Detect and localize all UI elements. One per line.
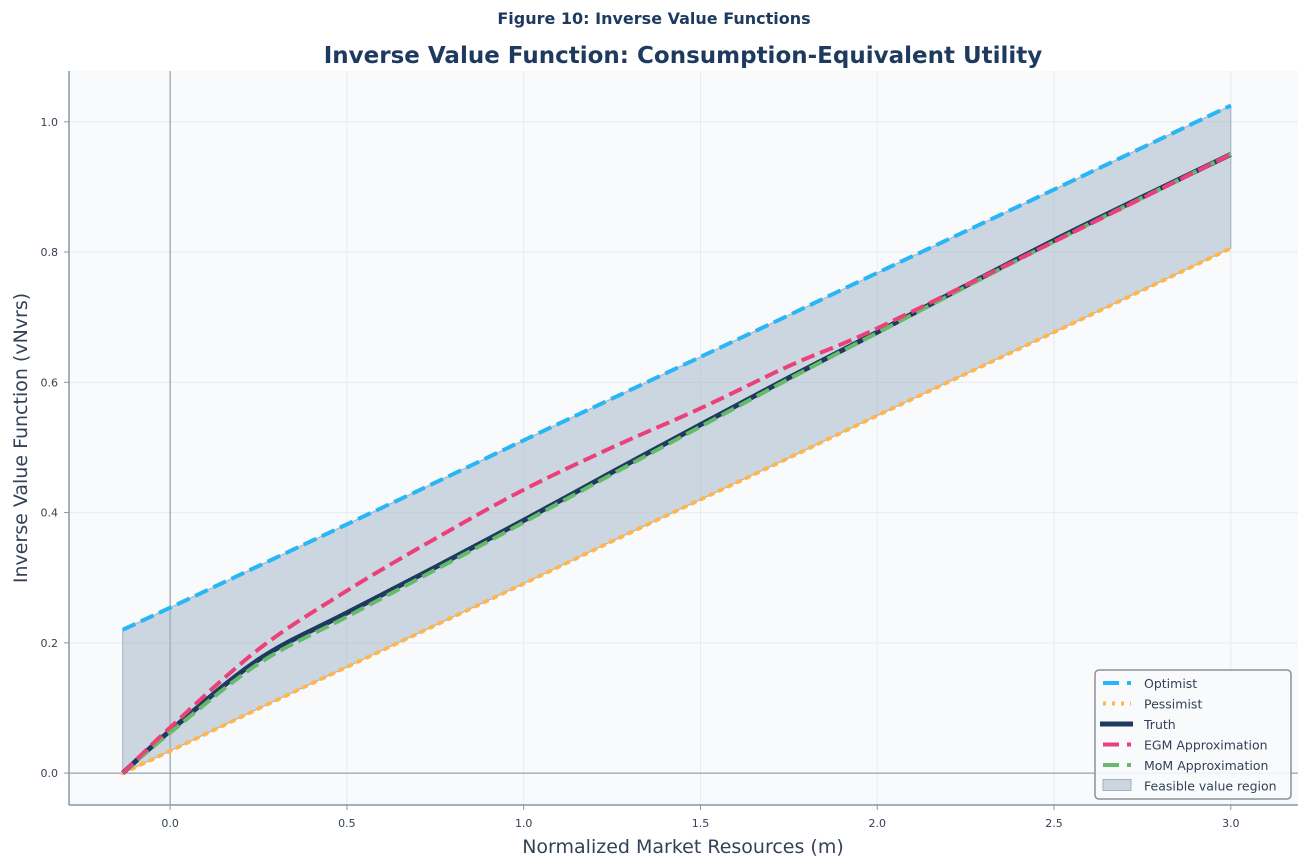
y-tick-label: 0.8 xyxy=(41,246,59,259)
legend-label: Truth xyxy=(1143,717,1176,732)
legend-label: Pessimist xyxy=(1144,697,1202,712)
y-axis-label: Inverse Value Function (vNvrs) xyxy=(10,293,32,583)
series-line-optimist xyxy=(121,103,1232,632)
series-line-pessimist xyxy=(120,246,1233,776)
y-tick-label: 0.2 xyxy=(41,637,59,650)
legend: Optimist Pessimist Truth EGM Approximation M… xyxy=(1094,669,1292,800)
y-tick-label: 0.4 xyxy=(41,507,59,520)
x-axis-label: Normalized Market Resources (m) xyxy=(522,836,844,858)
legend-label: EGM Approximation xyxy=(1144,738,1268,753)
y-tick-label: 0.0 xyxy=(41,767,59,780)
chart-title: Inverse Value Function: Consumption-Equi… xyxy=(324,43,1043,69)
x-tick-label: 3.0 xyxy=(1222,817,1240,830)
figure-title: Figure 10: Inverse Value Functions xyxy=(497,9,811,28)
legend-label: Feasible value region xyxy=(1144,779,1277,794)
x-tick-label: 2.0 xyxy=(869,817,887,830)
x-tick-label: 1.0 xyxy=(515,817,533,830)
y-tick-label: 1.0 xyxy=(41,116,59,129)
y-tick-label: 0.6 xyxy=(41,376,59,389)
legend-label: MoM Approximation xyxy=(1144,758,1268,773)
legend-box xyxy=(1094,669,1292,800)
series-line-egm-approximation xyxy=(121,152,1232,775)
x-tick-label: 2.5 xyxy=(1045,817,1063,830)
legend-swatch-fill xyxy=(1102,779,1132,791)
x-tick-label: 0.0 xyxy=(161,817,179,830)
x-tick-label: 0.5 xyxy=(338,817,356,830)
x-tick-label: 1.5 xyxy=(692,817,710,830)
legend-label: Optimist xyxy=(1144,676,1197,691)
